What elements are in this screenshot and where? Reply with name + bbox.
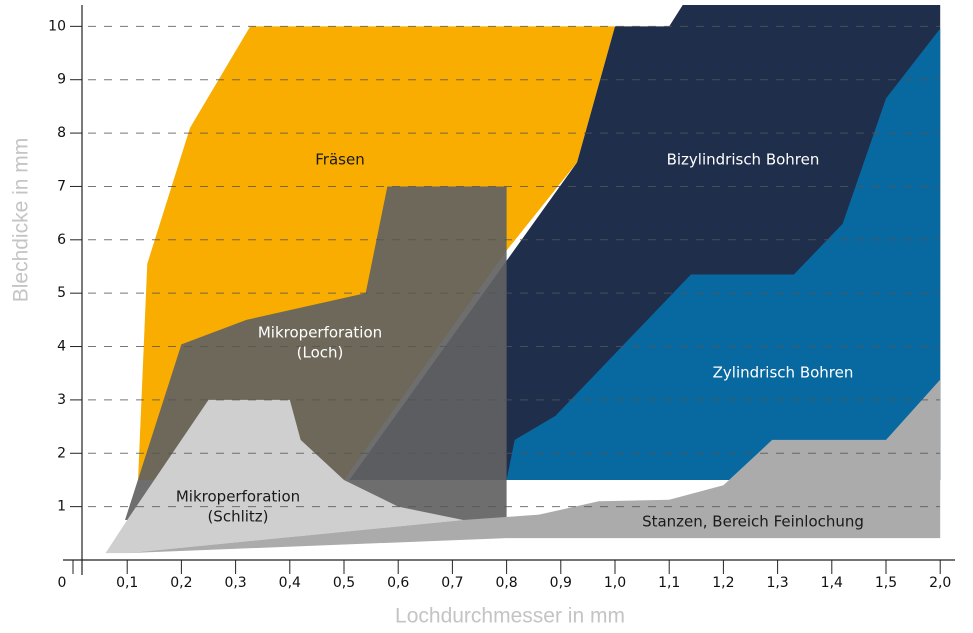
x-tick-label: 0,4 — [279, 575, 301, 591]
region — [127, 379, 941, 554]
x-tick-label: 0,3 — [224, 575, 246, 591]
region-label: (Loch) — [297, 344, 344, 362]
y-tick-label: 5 — [57, 285, 66, 301]
region-label: (Schlitz) — [207, 508, 268, 526]
y-tick-label: 7 — [57, 178, 66, 194]
x-tick-label: 1,5 — [875, 575, 897, 591]
x-tick-label: 1,0 — [604, 575, 626, 591]
y-axis-title: Blechdicke in mm — [10, 138, 33, 303]
region-label: Zylindrisch Bohren — [713, 364, 854, 382]
y-tick-label: 1 — [57, 499, 66, 515]
x-tick-label: 0 — [58, 575, 67, 591]
y-tick-label: 4 — [57, 339, 66, 355]
x-tick-label: 0,7 — [441, 575, 463, 591]
x-tick-label: 0,5 — [333, 575, 355, 591]
y-tick-label: 6 — [57, 232, 66, 248]
region — [506, 28, 941, 480]
y-tick-label: 2 — [57, 445, 66, 461]
region — [105, 399, 464, 554]
regions — [105, 5, 941, 554]
x-tick-label: 2,0 — [929, 575, 951, 591]
x-tick-label: 1,3 — [766, 575, 788, 591]
x-axis-title: Lochdurchmesser in mm — [395, 605, 625, 628]
x-tick-label: 1,1 — [658, 575, 680, 591]
x-tick-label: 0,8 — [495, 575, 517, 591]
region-label: Fräsen — [315, 151, 364, 169]
y-tick-label: 8 — [57, 125, 66, 141]
x-tick-label: 1,4 — [821, 575, 843, 591]
x-tick-label: 0,6 — [387, 575, 409, 591]
region-label: Mikroperforation — [176, 488, 300, 506]
y-tick-label: 10 — [48, 18, 66, 34]
x-tick-label: 0,1 — [116, 575, 138, 591]
y-tick-label: 3 — [57, 392, 66, 408]
x-tick-label: 0,9 — [550, 575, 572, 591]
x-tick-label: 0,2 — [170, 575, 192, 591]
y-tick-label: 9 — [57, 72, 66, 88]
region-label: Stanzen, Bereich Feinlochung — [642, 513, 864, 531]
region-label: Bizylindrisch Bohren — [667, 151, 820, 169]
region-label: Mikroperforation — [258, 324, 382, 342]
x-tick-label: 1,2 — [712, 575, 734, 591]
